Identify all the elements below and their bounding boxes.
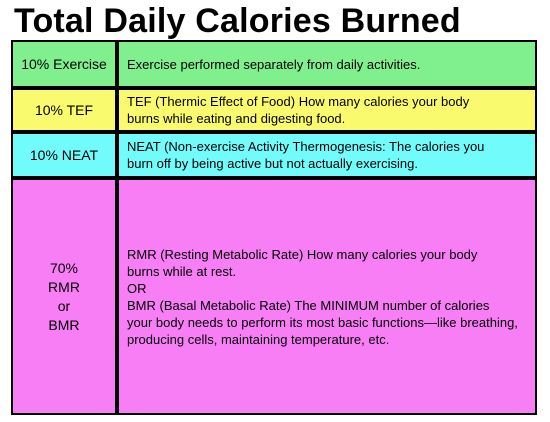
rmr-description-line-1: RMR (Resting Metabolic Rate) How many ca… — [127, 246, 478, 262]
bmr-acronym: BMR — [48, 316, 80, 333]
neat-description: NEAT (Non-exercise Activity Thermogenesi… — [119, 134, 535, 176]
tef-percent-label: 10% TEF — [13, 90, 115, 130]
neat-description-line-2: burn off by being active but not actuall… — [127, 156, 418, 171]
row-neat: 10% NEAT NEAT (Non-exercise Activity The… — [13, 134, 535, 176]
exercise-description-line: Exercise performed separately from daily… — [127, 56, 421, 72]
rmr-bmr-description: RMR (Resting Metabolic Rate) How many ca… — [119, 180, 535, 413]
rmr-description-line-2: burns while at rest. — [127, 263, 237, 279]
row-exercise: 10% Exercise Exercise performed separate… — [13, 42, 535, 86]
neat-percent-label: 10% NEAT — [13, 134, 115, 176]
tef-description-line-1: TEF (Thermic Effect of Food) How many ca… — [127, 94, 470, 109]
diagram-title: Total Daily Calories Burned — [14, 2, 461, 40]
row-tef: 10% TEF TEF (Thermic Effect of Food) How… — [13, 90, 535, 130]
or-separator: or — [57, 297, 71, 314]
rmr-acronym: RMR — [48, 278, 80, 295]
bmr-description-line-2: your body needs to perform its most basi… — [127, 314, 518, 330]
rmr-bmr-percent-label: 70% RMR or BMR — [13, 180, 115, 413]
bmr-description-line-1: BMR (Basal Metabolic Rate) The MINIMUM n… — [127, 297, 490, 313]
neat-description-line-1: NEAT (Non-exercise Activity Thermogenesi… — [127, 139, 485, 154]
row-rmr-bmr: 70% RMR or BMR RMR (Resting Metabolic Ra… — [13, 180, 535, 413]
rmr-percent: 70% — [49, 259, 78, 276]
calorie-breakdown-table: 10% Exercise Exercise performed separate… — [11, 40, 537, 415]
tef-description: TEF (Thermic Effect of Food) How many ca… — [119, 90, 535, 130]
exercise-percent-label: 10% Exercise — [13, 42, 115, 86]
or-description-line: OR — [127, 280, 147, 296]
tef-description-line-2: burns while eating and digesting food. — [127, 111, 346, 126]
exercise-description: Exercise performed separately from daily… — [119, 42, 535, 86]
bmr-description-line-3: producing cells, maintaining temperature… — [127, 331, 390, 347]
